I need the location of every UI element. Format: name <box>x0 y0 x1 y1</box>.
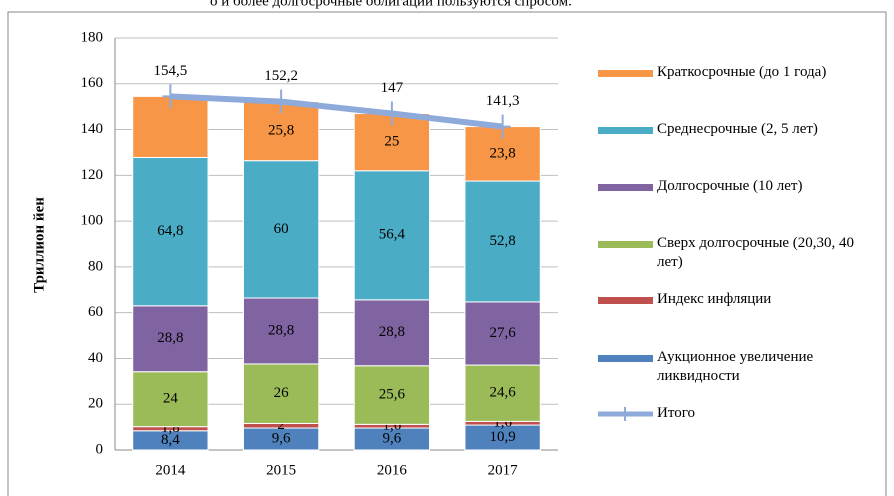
bar-segment <box>353 113 431 172</box>
value-label: 9,6 <box>272 430 291 446</box>
x-tick-label: 2016 <box>377 462 408 478</box>
bar-segment <box>464 180 541 303</box>
bar-segment <box>353 365 431 425</box>
value-label: 8,4 <box>161 432 180 448</box>
value-label: 24 <box>163 391 179 407</box>
value-label: 56,4 <box>379 227 406 243</box>
y-tick-label: 0 <box>96 441 104 457</box>
legend-label: Среднесрочные (2, 5 лет) <box>657 121 818 137</box>
x-tick-label: 2017 <box>488 462 519 478</box>
total-line <box>170 93 503 130</box>
value-label: 154,5 <box>154 63 188 79</box>
value-label: 28,8 <box>379 324 405 340</box>
bar-segment <box>132 305 209 373</box>
bar-segment <box>464 301 541 366</box>
legend-label: Краткосрочные (до 1 года) <box>657 64 827 80</box>
value-label: 147 <box>381 80 404 96</box>
value-label: 23,8 <box>490 145 516 161</box>
legend-swatch <box>598 127 653 134</box>
value-label: 26 <box>274 385 290 401</box>
value-label: 10,9 <box>490 429 516 445</box>
value-label: 27,6 <box>490 325 517 341</box>
legend-swatch <box>598 297 653 304</box>
y-axis-label: Триллион йен <box>31 197 47 293</box>
value-label: 9,6 <box>383 430 402 446</box>
legend-label: Индекс инфляции <box>657 291 772 307</box>
value-label: 141,3 <box>486 93 520 109</box>
y-tick-label: 100 <box>81 213 104 229</box>
legend-label: Сверх долгосрочные (20,30, 40 лет) <box>657 235 855 270</box>
y-tick-label: 40 <box>88 350 103 366</box>
value-label: 28,8 <box>157 330 183 346</box>
y-tick-label: 20 <box>88 396 103 412</box>
bar-segment <box>464 424 541 451</box>
bar-segment <box>132 156 209 307</box>
y-tick-label: 160 <box>81 75 104 91</box>
bar-segment <box>242 160 320 299</box>
legend-swatch <box>598 355 653 362</box>
value-label: 24,6 <box>490 385 517 401</box>
legend-label: Долгосрочные (10 лет) <box>657 178 803 194</box>
value-label: 64,8 <box>157 223 183 239</box>
legend-label: Итого <box>657 405 695 421</box>
bar-segment <box>353 299 431 367</box>
value-label: 52,8 <box>490 233 516 249</box>
total-marker <box>494 114 511 139</box>
y-tick-label: 180 <box>81 29 104 45</box>
y-tick-label: 140 <box>81 121 104 137</box>
value-label: 25,6 <box>379 387 406 403</box>
y-tick-label: 120 <box>81 167 104 183</box>
y-tick-label: 60 <box>88 304 103 320</box>
value-label: 2 <box>277 417 285 433</box>
value-label: 25 <box>384 134 399 150</box>
bar-segment <box>464 364 541 422</box>
caption: о и более долгосрочные облигации пользую… <box>210 0 572 9</box>
bar-segment <box>242 297 320 365</box>
value-label: 60 <box>274 221 289 237</box>
x-tick-label: 2015 <box>266 462 296 478</box>
total-marker <box>273 89 290 114</box>
legend-swatch <box>598 70 653 77</box>
bar-segment <box>242 363 320 424</box>
bar-segment <box>353 170 431 301</box>
legend-swatch <box>598 241 653 248</box>
value-label: 25,8 <box>268 123 294 139</box>
total-marker <box>383 101 400 126</box>
bar-segment <box>132 371 209 428</box>
legend-swatch <box>619 407 631 421</box>
y-tick-label: 80 <box>88 258 103 274</box>
legend-swatch <box>598 184 653 191</box>
value-label: 28,8 <box>268 322 294 338</box>
total-marker <box>162 84 179 109</box>
value-label: 152,2 <box>264 68 298 84</box>
legend-label: Аукционное увеличение ликвидности <box>657 349 814 384</box>
x-tick-label: 2014 <box>155 462 186 478</box>
